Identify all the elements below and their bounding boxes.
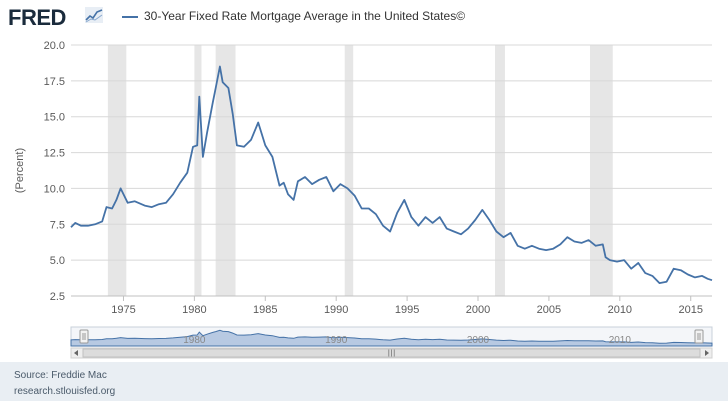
recession-band-0 — [107, 45, 127, 296]
navigator-label: 2000 — [467, 335, 490, 346]
x-tick-label: 1975 — [111, 304, 135, 316]
recession-band-2 — [215, 45, 236, 296]
y-axis-label: (Percent) — [14, 148, 26, 193]
navigator-handle-right[interactable] — [694, 329, 704, 344]
x-tick-label: 1980 — [182, 304, 206, 316]
legend[interactable]: 30-Year Fixed Rate Mortgage Average in t… — [122, 9, 465, 23]
x-tick-label: 1990 — [324, 304, 348, 316]
footer-band — [0, 362, 728, 401]
trend-line-logo-icon — [85, 7, 103, 23]
y-tick-label: 15.0 — [44, 112, 65, 124]
fred-logo[interactable]: FRED — [8, 5, 66, 30]
x-tick-label: 2010 — [608, 304, 632, 316]
y-tick-label: 7.5 — [50, 219, 65, 231]
x-tick-label: 2005 — [537, 304, 561, 316]
navigator-label: 1990 — [325, 335, 348, 346]
navigator-handle-left[interactable] — [79, 329, 89, 344]
y-tick-label: 2.5 — [50, 291, 65, 303]
recession-band-1 — [194, 45, 202, 296]
navigator-label: 1980 — [183, 335, 206, 346]
x-tick-label: 2000 — [466, 304, 490, 316]
x-tick-label: 1985 — [253, 304, 277, 316]
y-tick-label: 12.5 — [44, 148, 65, 160]
scroll-left-arrow-icon[interactable] — [74, 350, 78, 356]
y-tick-label: 20.0 — [44, 40, 65, 52]
recession-band-4 — [495, 45, 505, 296]
source-text: Source: Freddie Mac — [14, 370, 107, 381]
scroll-right-arrow-icon[interactable] — [705, 350, 709, 356]
navigator-series — [70, 329, 713, 347]
y-tick-label: 17.5 — [44, 76, 65, 88]
recession-band-5 — [590, 45, 613, 296]
x-tick-label: 2015 — [678, 304, 702, 316]
series-line-0 — [70, 65, 713, 285]
site-link[interactable]: research.stlouisfed.org — [14, 386, 116, 397]
y-tick-label: 10.0 — [44, 183, 65, 195]
y-tick-label: 5.0 — [50, 255, 65, 267]
legend-swatch — [122, 15, 138, 18]
navigator-label: 2010 — [609, 335, 632, 346]
line-chart[interactable]: 2.5 5.0 7.5 10.0 12.5 15.0 17.5 20.0 1975 1980 198… — [0, 0, 728, 362]
x-tick-label: 1995 — [395, 304, 419, 316]
legend-label: 30-Year Fixed Rate Mortgage Average in t… — [144, 9, 466, 23]
scrollbar-thumb[interactable] — [82, 348, 701, 358]
scrollbar-grip: III — [387, 349, 395, 360]
recession-band-3 — [344, 45, 354, 296]
